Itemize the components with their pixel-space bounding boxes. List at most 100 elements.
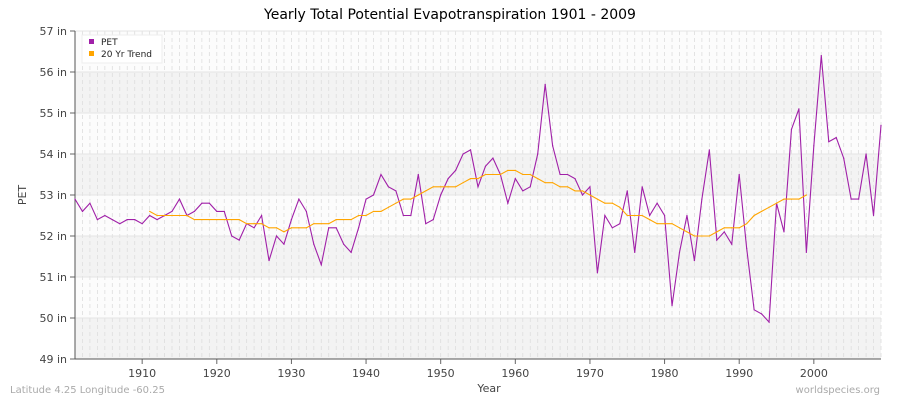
data-point [462, 153, 464, 155]
data-point [186, 214, 188, 217]
data-point [783, 231, 785, 233]
data-point [581, 190, 584, 192]
legend-box [81, 34, 163, 64]
data-point [387, 186, 390, 188]
data-point [723, 231, 725, 233]
y-tick-label: 57 in [39, 25, 67, 38]
data-point [268, 227, 270, 229]
data-point [589, 194, 591, 196]
data-point [305, 227, 307, 229]
data-point [604, 202, 606, 204]
data-point [156, 219, 158, 221]
data-point [402, 214, 404, 217]
legend-swatch [89, 51, 94, 56]
data-point [611, 202, 613, 204]
data-point [671, 223, 673, 225]
data-point [417, 173, 419, 176]
data-point [678, 227, 681, 229]
data-point [223, 210, 225, 212]
data-point [656, 223, 658, 225]
data-point [208, 202, 210, 204]
data-point [208, 219, 210, 221]
data-point [320, 223, 322, 225]
data-point [365, 198, 367, 200]
data-point [484, 173, 487, 176]
data-point [865, 153, 867, 155]
data-point [469, 178, 472, 180]
data-point [738, 173, 740, 176]
data-point [410, 198, 412, 200]
data-point [253, 227, 255, 229]
data-point [223, 219, 225, 221]
data-point [701, 235, 703, 237]
data-point [328, 227, 330, 229]
data-point [81, 210, 84, 212]
data-point [335, 219, 337, 221]
legend-swatch [89, 39, 94, 44]
data-point [619, 206, 621, 208]
data-point [305, 210, 307, 212]
data-point [596, 272, 599, 274]
data-point [313, 243, 315, 245]
data-point [290, 219, 293, 221]
data-point [313, 223, 315, 225]
data-point [619, 223, 621, 225]
data-point [858, 198, 860, 200]
data-point [641, 186, 643, 188]
data-point [447, 178, 449, 180]
data-point [626, 190, 628, 192]
data-point [805, 251, 807, 253]
y-tick-label: 50 in [39, 312, 67, 325]
y-tick-label: 54 in [39, 148, 67, 161]
data-point [171, 214, 173, 217]
chart-title: Yearly Total Potential Evapotranspiratio… [264, 7, 636, 23]
data-point [663, 223, 666, 225]
data-point [768, 206, 770, 208]
data-point [768, 321, 770, 323]
data-point [268, 260, 270, 262]
data-point [328, 223, 330, 225]
data-point [372, 194, 375, 196]
data-point [455, 186, 457, 188]
data-point [872, 214, 875, 217]
data-point [350, 219, 352, 221]
data-point [134, 219, 136, 221]
data-point [320, 264, 322, 266]
data-point [552, 182, 554, 184]
data-point [492, 173, 494, 176]
data-point [283, 243, 285, 245]
footer-source: worldspecies.org [795, 385, 880, 396]
data-point [880, 124, 882, 126]
data-point [649, 214, 651, 217]
data-point [163, 214, 166, 217]
data-point [574, 178, 576, 180]
data-point [96, 219, 98, 221]
data-point [380, 210, 382, 212]
data-point [260, 214, 263, 217]
data-point [537, 178, 539, 180]
data-point [514, 169, 516, 171]
x-tick-label: 1940 [352, 367, 380, 380]
data-point [544, 83, 546, 85]
x-tick-label: 1960 [501, 367, 529, 380]
data-point [343, 219, 345, 221]
data-point [492, 157, 494, 159]
data-point [552, 145, 554, 147]
data-point [387, 206, 390, 208]
data-point [753, 309, 755, 311]
y-tick-label: 53 in [39, 189, 67, 202]
data-point [798, 108, 800, 110]
data-point [544, 182, 546, 184]
data-point [507, 202, 509, 204]
y-tick-label: 55 in [39, 107, 67, 120]
data-point [395, 190, 397, 192]
data-point [783, 198, 785, 200]
data-point [462, 182, 464, 184]
data-point [395, 202, 397, 204]
data-point [290, 227, 293, 229]
data-point [410, 214, 412, 217]
data-point [455, 169, 457, 171]
data-point [828, 141, 830, 143]
data-point [522, 173, 524, 176]
